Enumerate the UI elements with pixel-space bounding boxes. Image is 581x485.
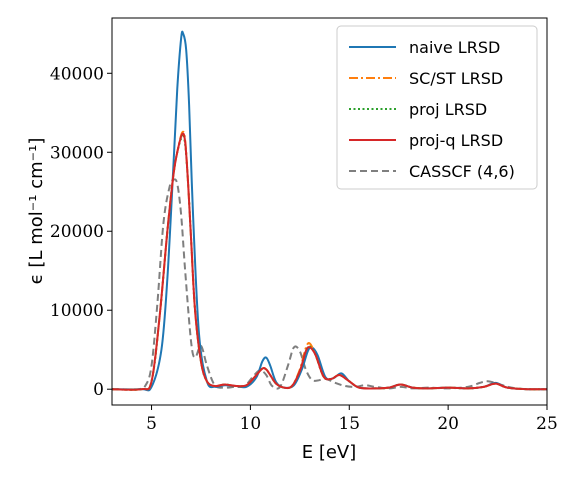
legend-label-naive-lrsd: naive LRSD [409,38,500,57]
legend-label-proj-lrsd: proj LRSD [409,100,487,119]
x-axis-ticks: 5 10 15 20 25 [146,405,558,434]
x-tick-label: 15 [338,414,360,434]
axes-frame [111,17,548,406]
y-axis-ticks: 0 10000 20000 30000 40000 [50,64,112,400]
y-tick-label: 40000 [50,64,104,84]
legend: naive LRSD SC/ST LRSD proj LRSD proj-q LRSD… [336,25,538,190]
x-tick-label: 20 [437,414,459,434]
x-tick-label: 5 [146,414,157,434]
legend-label-casscf-4-6: CASSCF (4,6) [409,162,515,181]
x-tick-label: 10 [240,414,262,434]
y-tick-label: 30000 [50,143,104,163]
legend-label-proj-q-lrsd: proj-q LRSD [409,131,503,150]
series-line-proj-q-lrsd [112,132,547,391]
y-axis-label: ϵ [L mol⁻¹ cm⁻¹] [26,138,47,285]
x-axis-label: E [eV] [302,442,357,463]
series-line-casscf-4-6 [112,178,547,391]
y-tick-label: 0 [93,380,104,400]
legend-box [336,25,538,190]
plot-area [112,30,547,392]
x-tick-label: 25 [536,414,558,434]
y-tick-label: 20000 [50,222,104,242]
legend-label-sc-st-lrsd: SC/ST LRSD [409,69,503,88]
y-tick-label: 10000 [50,301,104,321]
